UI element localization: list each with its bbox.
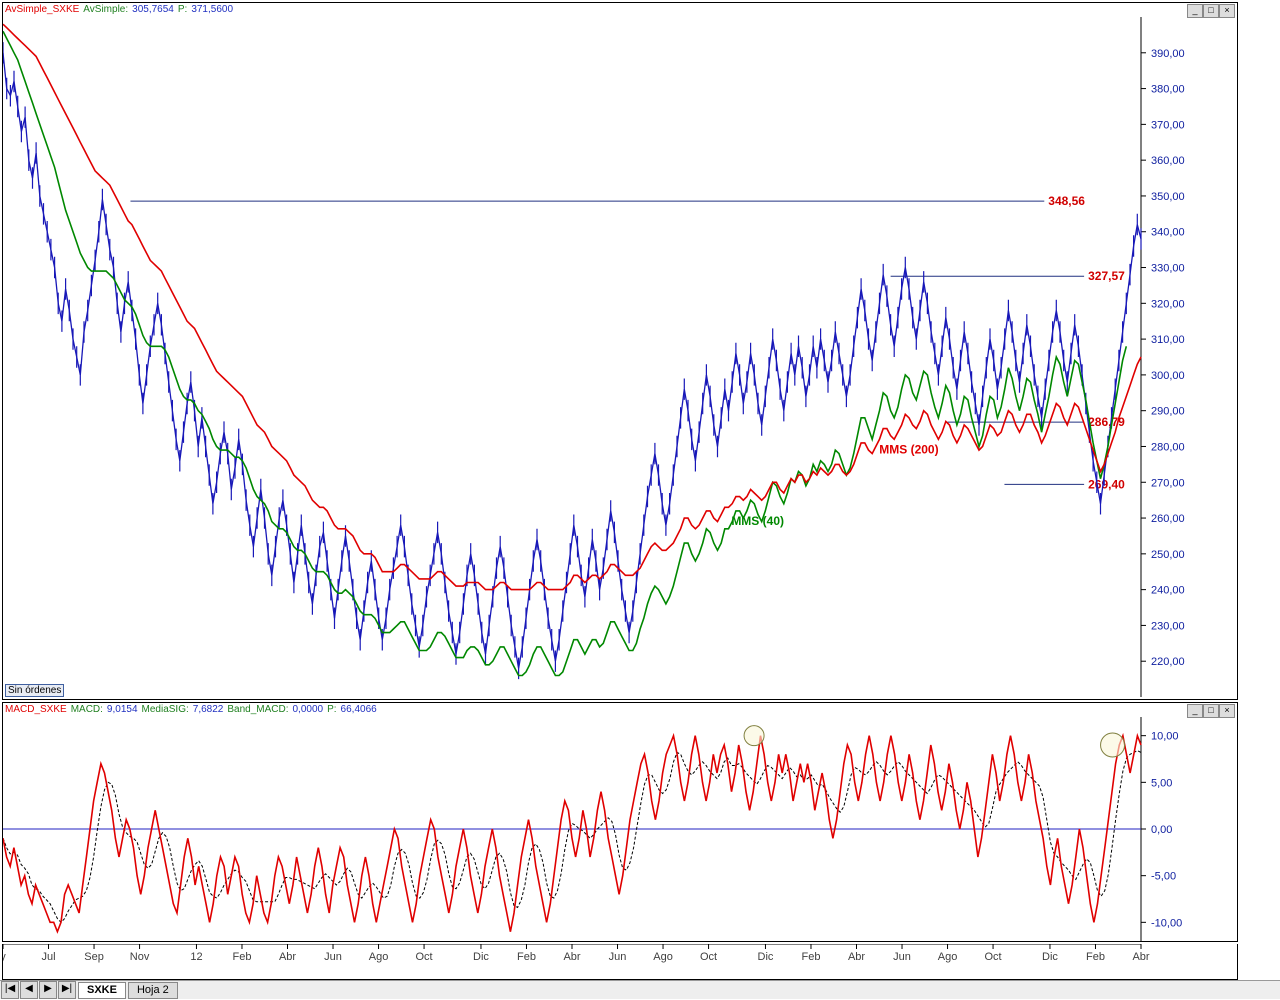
- price-chart-svg: 220,00 230,00 240,00 250,00 260,00 270,00 280,…: [3, 3, 1237, 699]
- svg-text:360,00: 360,00: [1151, 155, 1185, 167]
- price-chart-panel: AvSimple_SXKE AvSimple: 305,7654 P: 371,5600…: [2, 2, 1238, 700]
- sheet-tab-bar: |◀◀▶▶|SXKEHoja 2: [0, 980, 1280, 999]
- svg-text:320,00: 320,00: [1151, 298, 1185, 310]
- maximize-icon[interactable]: □: [1203, 704, 1219, 718]
- svg-text:Dic: Dic: [758, 951, 774, 963]
- close-icon[interactable]: ×: [1219, 4, 1235, 18]
- price-chart-header: AvSimple_SXKE AvSimple: 305,7654 P: 371,5600: [5, 4, 237, 15]
- svg-text:Feb: Feb: [517, 951, 536, 963]
- svg-text:340,00: 340,00: [1151, 227, 1185, 239]
- svg-text:327,57: 327,57: [1088, 269, 1125, 283]
- header-token: AvSimple:: [83, 4, 128, 15]
- svg-text:250,00: 250,00: [1151, 549, 1185, 561]
- svg-text:Ago: Ago: [369, 951, 389, 963]
- svg-text:Abr: Abr: [563, 951, 580, 963]
- macd-chart-svg: -10,00 -5,00 0,00 5,00 10,00: [3, 703, 1237, 941]
- svg-text:Abr: Abr: [279, 951, 296, 963]
- header-token: Band_MACD:: [227, 704, 288, 715]
- svg-text:330,00: 330,00: [1151, 263, 1185, 275]
- svg-text:370,00: 370,00: [1151, 119, 1185, 131]
- time-axis-svg: y Jul Sep Nov 12 Feb Abr Jun Ago Oct Dic Feb Abr Jun A…: [3, 944, 1237, 978]
- svg-text:280,00: 280,00: [1151, 441, 1185, 453]
- tab-nav-button[interactable]: ▶: [39, 981, 57, 999]
- macd-panel-controls: _ □ ×: [1187, 704, 1235, 718]
- maximize-icon[interactable]: □: [1203, 4, 1219, 18]
- tab-nav-button[interactable]: ▶|: [58, 981, 76, 999]
- time-axis-panel: y Jul Sep Nov 12 Feb Abr Jun Ago Oct Dic Feb Abr Jun A…: [2, 944, 1238, 980]
- svg-text:300,00: 300,00: [1151, 370, 1185, 382]
- svg-text:Jun: Jun: [893, 951, 911, 963]
- header-token: MACD:: [71, 704, 103, 715]
- svg-text:0,00: 0,00: [1151, 824, 1172, 836]
- price-panel-controls: _ □ ×: [1187, 4, 1235, 18]
- header-token: 371,5600: [191, 4, 233, 15]
- svg-text:220,00: 220,00: [1151, 656, 1185, 668]
- header-token: MediaSIG:: [142, 704, 189, 715]
- svg-text:Feb: Feb: [801, 951, 820, 963]
- svg-text:Nov: Nov: [130, 951, 150, 963]
- svg-text:MMS (40): MMS (40): [731, 514, 784, 528]
- svg-text:Dic: Dic: [473, 951, 489, 963]
- header-token: P:: [327, 704, 336, 715]
- svg-text:Jun: Jun: [609, 951, 627, 963]
- svg-text:270,00: 270,00: [1151, 477, 1185, 489]
- header-token: P:: [178, 4, 187, 15]
- header-token: 66,4066: [341, 704, 377, 715]
- svg-text:MMS (200): MMS (200): [879, 443, 938, 457]
- svg-text:290,00: 290,00: [1151, 406, 1185, 418]
- minimize-icon[interactable]: _: [1187, 4, 1203, 18]
- svg-text:Dic: Dic: [1042, 951, 1058, 963]
- svg-text:240,00: 240,00: [1151, 585, 1185, 597]
- sheet-tab[interactable]: Hoja 2: [128, 982, 178, 999]
- close-icon[interactable]: ×: [1219, 704, 1235, 718]
- header-token: AvSimple_SXKE: [5, 4, 79, 15]
- svg-text:350,00: 350,00: [1151, 191, 1185, 203]
- svg-text:-5,00: -5,00: [1151, 871, 1176, 883]
- orders-status: Sin órdenes: [5, 684, 64, 697]
- svg-text:348,56: 348,56: [1048, 194, 1085, 208]
- header-token: 9,0154: [107, 704, 138, 715]
- svg-text:260,00: 260,00: [1151, 513, 1185, 525]
- svg-text:12: 12: [190, 951, 202, 963]
- svg-text:230,00: 230,00: [1151, 620, 1185, 632]
- svg-text:Ago: Ago: [653, 951, 673, 963]
- macd-chart-panel: MACD_SXKE MACD: 9,0154 MediaSIG: 7,6822Band_…: [2, 702, 1238, 942]
- sheet-tab[interactable]: SXKE: [78, 982, 126, 999]
- minimize-icon[interactable]: _: [1187, 704, 1203, 718]
- svg-text:Sep: Sep: [84, 951, 104, 963]
- svg-text:5,00: 5,00: [1151, 777, 1172, 789]
- header-token: 0,0000: [293, 704, 324, 715]
- svg-text:-10,00: -10,00: [1151, 917, 1182, 929]
- svg-text:Oct: Oct: [984, 951, 1001, 963]
- header-token: MACD_SXKE: [5, 704, 67, 715]
- svg-text:Oct: Oct: [415, 951, 432, 963]
- tab-nav-button[interactable]: ◀: [20, 981, 38, 999]
- svg-text:10,00: 10,00: [1151, 731, 1179, 743]
- svg-text:310,00: 310,00: [1151, 334, 1185, 346]
- svg-text:269,40: 269,40: [1088, 477, 1125, 491]
- svg-text:Abr: Abr: [1132, 951, 1149, 963]
- svg-text:Feb: Feb: [232, 951, 251, 963]
- svg-text:Jul: Jul: [41, 951, 55, 963]
- svg-text:Ago: Ago: [938, 951, 958, 963]
- svg-text:390,00: 390,00: [1151, 48, 1185, 60]
- svg-text:y: y: [3, 951, 6, 963]
- tab-nav-button[interactable]: |◀: [1, 981, 19, 999]
- svg-text:Abr: Abr: [848, 951, 865, 963]
- macd-chart-header: MACD_SXKE MACD: 9,0154 MediaSIG: 7,6822Band_…: [5, 704, 381, 715]
- svg-text:380,00: 380,00: [1151, 84, 1185, 96]
- svg-text:Jun: Jun: [324, 951, 342, 963]
- header-token: 7,6822: [193, 704, 224, 715]
- svg-text:Oct: Oct: [700, 951, 717, 963]
- svg-text:Feb: Feb: [1086, 951, 1105, 963]
- header-token: 305,7654: [132, 4, 174, 15]
